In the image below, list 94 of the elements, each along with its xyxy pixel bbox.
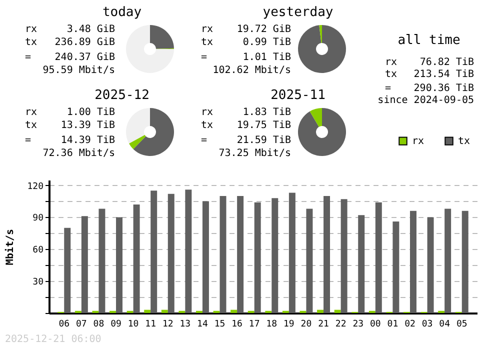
text: = 240.37 GiB [25,52,115,63]
bar [317,310,324,313]
x-tick-label: 12 [162,320,174,330]
bar [375,202,382,313]
x-tick-label: 00 [370,320,381,330]
chart-title: 2025-12 [94,88,150,103]
x-tick-label: 23 [352,320,364,330]
donut-slice [298,25,346,73]
y-tick-label: 30 [32,278,44,288]
bar [98,208,106,313]
donut-slice [310,108,322,127]
x-tick-label: 20 [300,320,312,330]
chart-title: today [102,5,142,20]
bar [144,310,151,313]
bar [288,192,296,313]
bar [220,196,226,313]
x-tick-label: 15 [214,320,226,330]
text: rx 1.83 TiB [201,107,291,118]
bar [237,196,244,313]
x-tick-label: 08 [93,320,104,330]
x-tick-label: 11 [145,320,156,330]
bar [202,201,209,313]
bar [324,196,330,313]
bar [462,210,468,313]
bar [168,194,174,313]
legend-label: rx [412,136,424,148]
text: tx 13.39 TiB [25,120,115,131]
x-tick-label: 16 [232,320,242,330]
donut-slice [150,25,174,49]
bar [116,217,122,313]
text: = 290.36 TiB [385,83,474,94]
text: rx 1.00 TiB [25,107,115,118]
x-tick-label: 06 [58,320,70,330]
donut-slice [128,134,146,150]
bar [340,199,348,313]
x-tick-label: 01 [387,320,398,330]
bar [185,190,192,313]
bar [254,202,261,313]
bar [150,190,158,313]
y-axis-title: Mbit/s [4,228,16,266]
bar [64,228,71,313]
donut-slice [126,108,150,144]
text: = 1.01 TiB [201,52,291,63]
bar [444,208,452,313]
bar [272,198,278,313]
bar [306,208,313,313]
x-tick-label: 17 [248,320,260,330]
bar [392,221,400,313]
text: 73.25 Mbit/s [218,148,291,159]
x-tick-label: 14 [197,320,208,330]
x-tick-label: 22 [335,320,346,330]
text: rx 3.48 GiB [25,24,115,35]
text: 95.59 Mbit/s [42,65,115,76]
x-tick-label: 21 [318,320,329,330]
text: all time [398,33,460,48]
donut-slice [126,25,174,73]
text: = 14.39 TiB [25,135,115,146]
y-tick-label: 120 [27,182,44,192]
bar [81,216,88,313]
text: rx 76.82 TiB [385,57,474,68]
x-tick-label: 09 [110,320,122,330]
x-tick-label: 19 [284,320,294,330]
bar [427,217,434,313]
donut-slice [298,108,346,156]
bar [410,210,416,313]
bar [161,310,168,313]
text: 72.36 Mbit/s [42,148,115,159]
chart-title: 2025-11 [270,88,326,103]
bar [334,310,341,313]
text: tx 213.54 TiB [385,69,474,80]
x-tick-label: 18 [266,320,278,330]
text: since 2024-09-05 [378,95,474,106]
x-tick-label: 02 [404,320,416,330]
x-tick-label: 04 [439,320,450,330]
x-tick-label: 13 [180,320,191,330]
text: tx 19.75 TiB [201,120,291,131]
text: = 21.59 TiB [201,135,291,146]
x-tick-label: 03 [422,320,433,330]
text: tx 0.99 TiB [201,37,291,48]
x-tick-label: 05 [456,320,468,330]
text: rx 19.72 GiB [201,24,291,35]
donut-slice [133,108,174,156]
bar [230,310,238,313]
y-tick-label: 60 [32,246,44,256]
bar [133,204,140,313]
text: 102.62 Mbit/s [212,65,291,76]
legend-label: tx [458,136,470,148]
y-tick-label: 90 [32,214,44,224]
x-tick-label: 10 [128,320,139,330]
chart-title: yesterday [262,5,334,20]
x-tick-label: 07 [76,320,87,330]
donut-slice [319,25,322,44]
text: tx 236.89 GiB [25,37,115,48]
bar [358,215,365,313]
